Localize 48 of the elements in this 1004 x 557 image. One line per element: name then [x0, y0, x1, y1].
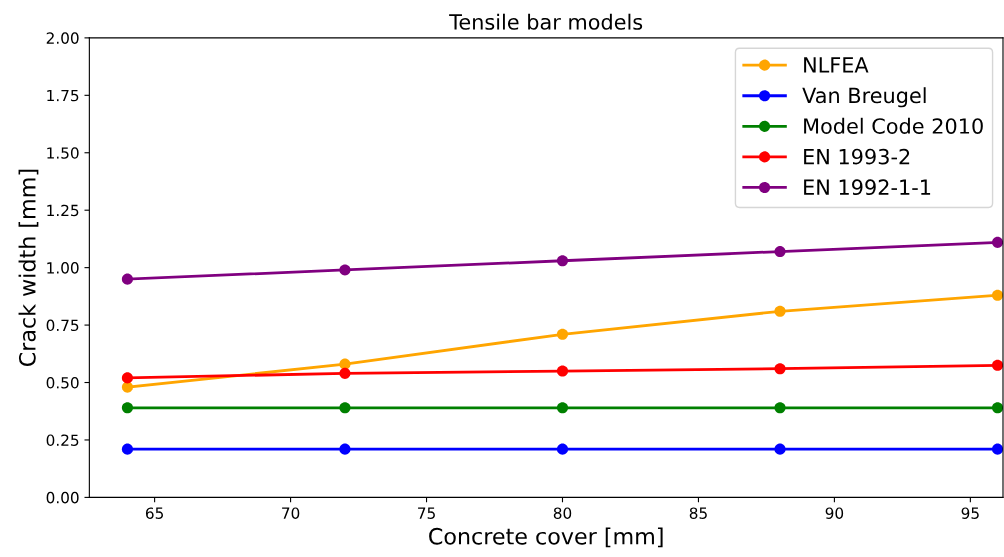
legend-label: NLFEA — [804, 57, 869, 73]
point — [992, 443, 1003, 455]
point — [556, 402, 569, 414]
x-axis-title: Concrete cover [mm] — [429, 527, 663, 548]
x-tick-label: 70 — [282, 507, 300, 519]
y-axis-title: Crack width [mm] — [18, 169, 39, 367]
x-tick-label: 85 — [689, 507, 707, 519]
legend-label: Van Breugel — [802, 87, 926, 108]
legend-label: EN 1993-2 — [804, 148, 910, 165]
x-tick-label: 65 — [145, 507, 163, 519]
point — [556, 328, 569, 340]
point — [121, 381, 133, 393]
point — [774, 305, 786, 317]
point — [339, 443, 351, 455]
legend-label: Model Code 2010 — [804, 117, 983, 134]
point — [121, 443, 133, 455]
point — [992, 402, 1003, 414]
y-tick-label: 0.25 — [46, 434, 79, 446]
legend-label: EN 1992-1-1 — [804, 179, 931, 196]
point — [774, 246, 786, 258]
point — [556, 255, 569, 267]
y-tick-label: 2.00 — [46, 32, 79, 44]
chart-title: Tensile bar models — [449, 13, 643, 30]
x-tick-label: 90 — [825, 507, 844, 519]
point — [339, 264, 351, 276]
point — [992, 359, 1003, 371]
point — [992, 289, 1003, 301]
y-tick-label: 0.75 — [46, 319, 79, 332]
point — [121, 402, 133, 414]
point — [774, 443, 786, 455]
x-tick-label: 95 — [961, 507, 979, 519]
y-tick-label: 1.25 — [47, 204, 79, 217]
point — [774, 402, 786, 414]
y-tick-label: 0.50 — [46, 376, 79, 389]
point — [121, 273, 133, 285]
y-tick-label: 1.00 — [47, 262, 79, 274]
point — [556, 443, 569, 455]
y-tick-label: 1.75 — [47, 89, 79, 102]
point — [121, 372, 133, 384]
point — [339, 367, 351, 379]
point — [774, 363, 786, 375]
point — [339, 402, 351, 414]
y-tick-label: 0.00 — [46, 491, 79, 504]
x-tick-label: 80 — [553, 507, 572, 519]
y-tick-label: 1.50 — [47, 147, 79, 159]
point — [992, 236, 1003, 248]
x-tick-label: 75 — [418, 507, 435, 519]
point — [556, 365, 569, 377]
